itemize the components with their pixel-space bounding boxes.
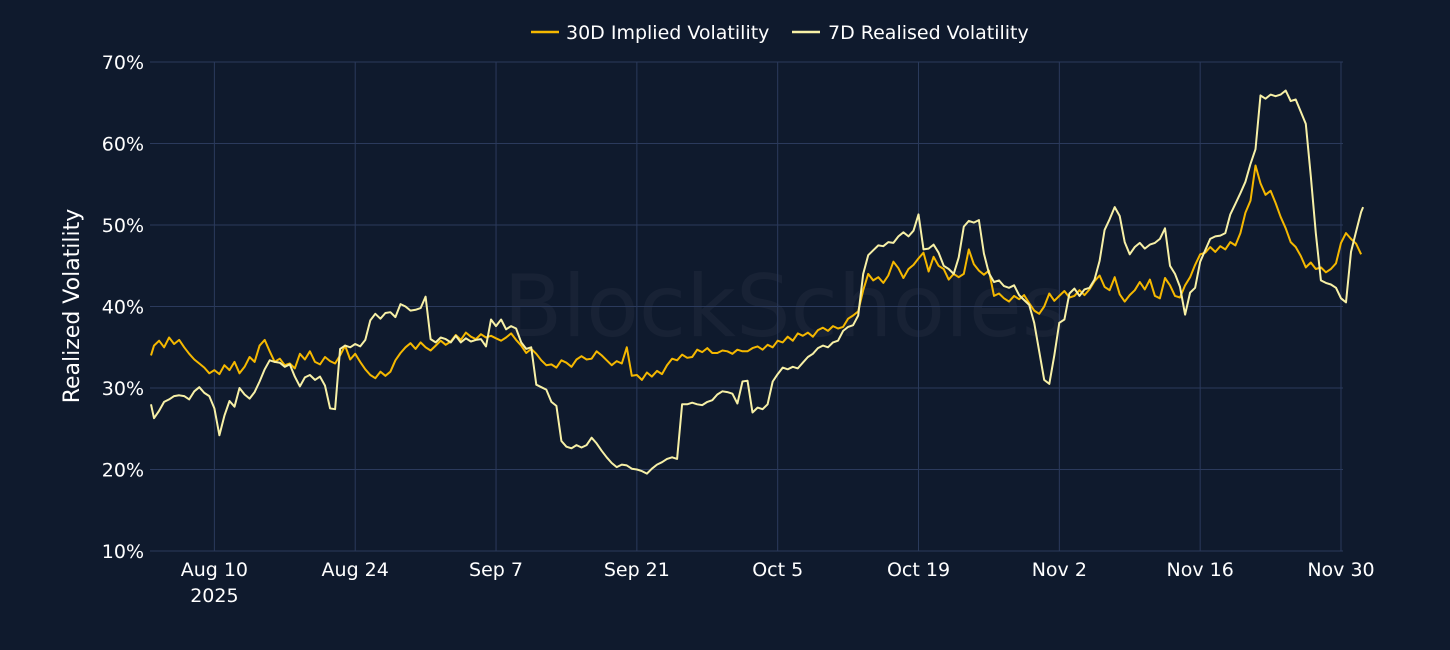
- x-tick-label: Oct 5: [752, 559, 803, 581]
- x-tick-label: Sep 21: [604, 559, 670, 581]
- y-tick-label: 30%: [102, 378, 144, 400]
- y-tick-label: 70%: [102, 52, 144, 74]
- y-tick-label: 20%: [102, 460, 144, 482]
- legend[interactable]: 30D Implied Volatility 7D Realised Volat…: [531, 22, 1029, 44]
- x-tick-label: Nov 30: [1307, 559, 1374, 581]
- y-tick-label: 60%: [102, 134, 144, 156]
- series-line-implied-vol: [150, 164, 1363, 381]
- x-axis-ticks: Aug 10 2025 Aug 24 Sep 7 Sep 21 Oct 5 Oct 19 No…: [181, 559, 1375, 607]
- y-tick-label: 10%: [102, 541, 144, 563]
- x-tick-label: Aug 10: [181, 559, 248, 581]
- x-tick-label: Aug 24: [322, 559, 389, 581]
- legend-label-realised-vol[interactable]: 7D Realised Volatility: [828, 22, 1029, 44]
- grid-lines: [150, 61, 1343, 552]
- legend-label-implied-vol[interactable]: 30D Implied Volatility: [566, 22, 769, 44]
- y-tick-label: 40%: [102, 297, 144, 319]
- x-tick-label: Oct 19: [887, 559, 950, 581]
- y-axis-ticks: 10% 20% 30% 40% 50% 60% 70%: [102, 52, 144, 563]
- y-axis-label: Realized Volatility: [60, 209, 85, 404]
- x-tick-label: Nov 16: [1167, 559, 1234, 581]
- series-lines: [150, 89, 1365, 475]
- x-tick-sublabel: 2025: [190, 585, 238, 607]
- series-line-realised-vol: [150, 89, 1365, 475]
- x-tick-label: Nov 2: [1032, 559, 1087, 581]
- y-tick-label: 50%: [102, 215, 144, 237]
- x-tick-label: Sep 7: [469, 559, 523, 581]
